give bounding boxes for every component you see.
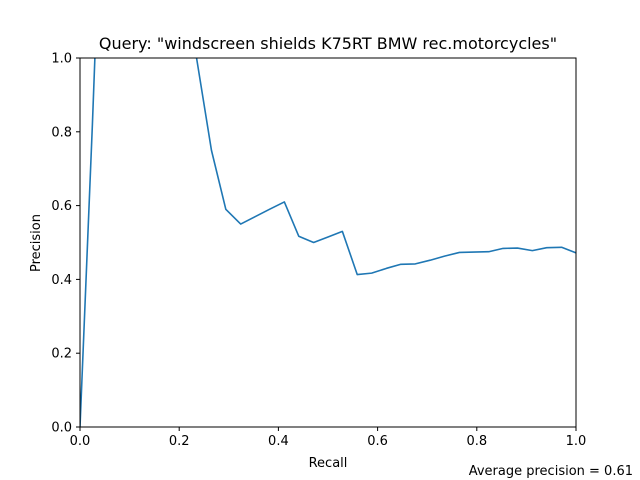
x-tick-label: 0.2 <box>169 434 190 449</box>
y-axis-ticks: 0.0 0.2 0.4 0.6 0.8 1.0 <box>51 52 80 436</box>
precision-recall-line <box>80 58 576 427</box>
x-axis-ticks: 0.0 0.2 0.4 0.6 0.8 1.0 <box>70 427 587 449</box>
y-tick-label: 0.8 <box>51 125 72 140</box>
y-tick-label: 0.4 <box>51 273 72 288</box>
y-tick-label: 0.0 <box>51 421 72 436</box>
average-precision-annotation: Average precision = 0.61 <box>469 464 633 479</box>
x-tick-label: 0.6 <box>367 434 388 449</box>
y-tick-label: 1.0 <box>51 52 72 67</box>
x-tick-label: 0.0 <box>70 434 91 449</box>
y-tick-label: 0.2 <box>51 347 72 362</box>
x-axis-label: Recall <box>309 456 348 471</box>
series-layer <box>80 58 576 427</box>
x-tick-label: 0.4 <box>268 434 289 449</box>
x-tick-label: 0.8 <box>466 434 487 449</box>
x-tick-label: 1.0 <box>566 434 587 449</box>
chart-title: Query: "windscreen shields K75RT BMW rec… <box>99 34 557 53</box>
plot-frame <box>79 57 577 428</box>
y-axis-label: Precision <box>29 214 44 272</box>
y-tick-label: 0.6 <box>51 199 72 214</box>
